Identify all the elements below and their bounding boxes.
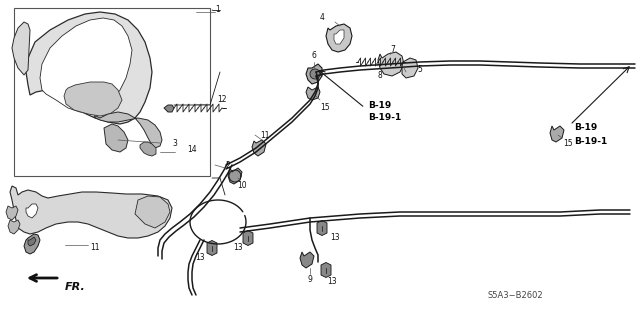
Text: S5A3−B2602: S5A3−B2602 bbox=[488, 292, 543, 300]
Polygon shape bbox=[550, 126, 564, 142]
Text: 2: 2 bbox=[226, 160, 230, 169]
Polygon shape bbox=[8, 220, 20, 234]
Polygon shape bbox=[334, 30, 344, 44]
Text: 3: 3 bbox=[173, 138, 177, 147]
Text: 8: 8 bbox=[378, 70, 382, 79]
Text: 13: 13 bbox=[330, 234, 340, 242]
Polygon shape bbox=[64, 82, 122, 116]
Text: 11: 11 bbox=[260, 130, 269, 139]
Polygon shape bbox=[28, 237, 36, 246]
Text: B-19-1: B-19-1 bbox=[574, 137, 607, 145]
Polygon shape bbox=[300, 252, 314, 268]
Circle shape bbox=[310, 69, 320, 79]
Text: 15: 15 bbox=[320, 103, 330, 113]
Text: 15: 15 bbox=[563, 139, 573, 149]
Polygon shape bbox=[26, 12, 152, 124]
Text: 13: 13 bbox=[195, 254, 205, 263]
Text: B-19: B-19 bbox=[368, 100, 391, 109]
Polygon shape bbox=[207, 241, 217, 256]
Text: 13: 13 bbox=[233, 243, 243, 253]
Polygon shape bbox=[252, 140, 266, 156]
Polygon shape bbox=[326, 24, 352, 52]
Polygon shape bbox=[378, 52, 404, 76]
Text: 9: 9 bbox=[308, 276, 312, 285]
Polygon shape bbox=[12, 22, 30, 75]
Polygon shape bbox=[135, 196, 170, 228]
Text: 13: 13 bbox=[327, 278, 337, 286]
Polygon shape bbox=[26, 204, 38, 218]
Polygon shape bbox=[6, 206, 18, 220]
Polygon shape bbox=[402, 58, 418, 78]
Text: 14: 14 bbox=[187, 145, 197, 154]
Polygon shape bbox=[243, 231, 253, 246]
Polygon shape bbox=[321, 263, 331, 278]
Text: 1: 1 bbox=[216, 5, 220, 14]
Text: 11: 11 bbox=[90, 243, 100, 253]
Text: 4: 4 bbox=[319, 13, 324, 23]
Text: B-19: B-19 bbox=[574, 123, 597, 132]
Bar bbox=[14, 8, 210, 176]
Text: 6: 6 bbox=[312, 51, 316, 61]
Text: 12: 12 bbox=[217, 95, 227, 105]
Polygon shape bbox=[94, 112, 162, 148]
Polygon shape bbox=[306, 64, 322, 84]
Polygon shape bbox=[24, 234, 40, 254]
Polygon shape bbox=[228, 168, 242, 184]
Text: B-19-1: B-19-1 bbox=[368, 114, 401, 122]
Polygon shape bbox=[104, 124, 128, 152]
Polygon shape bbox=[306, 87, 320, 100]
Text: FR.: FR. bbox=[65, 282, 86, 292]
Text: 5: 5 bbox=[417, 65, 422, 75]
Polygon shape bbox=[40, 18, 132, 112]
Polygon shape bbox=[140, 142, 156, 156]
Polygon shape bbox=[317, 220, 327, 235]
Polygon shape bbox=[10, 186, 172, 238]
Text: 7: 7 bbox=[390, 46, 396, 55]
Text: 10: 10 bbox=[237, 181, 247, 189]
Polygon shape bbox=[164, 105, 174, 112]
